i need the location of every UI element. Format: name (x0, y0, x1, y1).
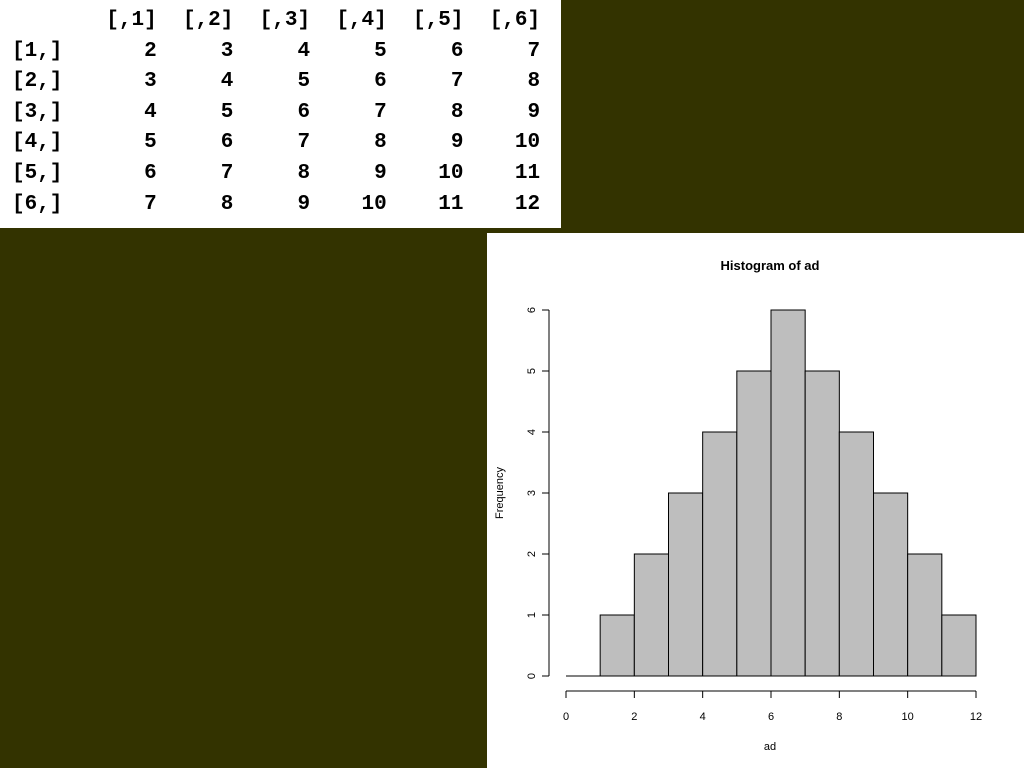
matrix-cell: 9 (450, 131, 464, 155)
matrix-row: [5,] 6 7 8 9 10 11 (12, 159, 540, 190)
matrix-cell: 5 (144, 131, 157, 155)
x-tick-label: 12 (970, 711, 982, 723)
y-tick-label: 1 (526, 612, 538, 618)
y-tick-label: 2 (526, 551, 538, 557)
histogram-bar (599, 614, 635, 677)
matrix-output-panel: [,1] [,2] [,3] [,4] [,5] [,6] [1,] 2 3 4 5 6 7… (0, 0, 561, 228)
matrix-cell: 4 (297, 39, 311, 63)
histogram-bar (668, 492, 704, 677)
matrix-cell: 11 (514, 161, 541, 185)
histogram-chart: Histogram of ad0 2 4 6 8 10 12ad0123456Frequen… (494, 258, 982, 753)
matrix-cell: 11 (438, 192, 464, 216)
matrix-row-header: [6,] (12, 192, 63, 216)
matrix-table: [,1] [,2] [,3] [,4] [,5] [,6] [1,] 2 3 4 5 6 7… (12, 6, 540, 220)
matrix-cell: 7 (144, 192, 157, 216)
matrix-col-header: [,5] (413, 9, 464, 32)
histogram-bar (873, 492, 909, 677)
matrix-row: [2,] 3 4 5 6 7 8 (12, 67, 540, 98)
histogram-bar (633, 553, 669, 677)
matrix-cell: 5 (297, 70, 311, 94)
matrix-cell: 10 (438, 161, 464, 185)
matrix-cell: 3 (220, 39, 234, 63)
histogram-bar (941, 614, 977, 677)
matrix-cell: 9 (297, 192, 311, 216)
matrix-cell: 9 (527, 100, 541, 124)
y-axis-label: Frequency (494, 467, 506, 519)
matrix-cell: 8 (220, 192, 234, 216)
matrix-cell: 8 (374, 131, 387, 155)
matrix-cell: 12 (514, 192, 541, 216)
matrix-cell: 8 (450, 100, 464, 124)
matrix-cell: 10 (514, 131, 541, 155)
x-tick-label: 2 (631, 711, 637, 723)
matrix-row-header: [3,] (12, 100, 63, 124)
matrix-cell: 4 (220, 70, 234, 94)
matrix-cell: 9 (374, 161, 387, 185)
matrix-row-header: [1,] (12, 39, 63, 63)
histogram-bar (804, 370, 840, 677)
histogram-bar (838, 431, 875, 677)
histogram-bar (736, 370, 772, 677)
matrix-row: [4,] 5 6 7 8 9 10 (12, 128, 540, 159)
matrix-row: [1,] 2 3 4 5 6 7 (12, 37, 540, 68)
matrix-cell: 4 (144, 100, 157, 124)
matrix-row: [3,] 4 5 6 7 8 9 (12, 98, 540, 129)
y-tick-label: 5 (526, 368, 538, 374)
chart-title: Histogram of ad (721, 258, 820, 273)
matrix-col-header: [,3] (259, 9, 311, 32)
matrix-corner (12, 6, 80, 37)
histogram-bar (702, 431, 738, 677)
matrix-cell: 10 (361, 192, 387, 216)
matrix-row: [6,] 7 8 9 10 11 12 (12, 190, 540, 221)
matrix-col-header: [,2] (182, 9, 234, 32)
y-tick-label: 0 (526, 673, 538, 679)
y-tick-label: 6 (526, 307, 538, 313)
matrix-cell: 8 (527, 70, 541, 94)
matrix-cell: 3 (144, 70, 157, 94)
x-tick-label: 8 (836, 711, 842, 723)
matrix-cell: 5 (220, 100, 234, 124)
matrix-cell: 7 (297, 131, 311, 155)
matrix-row-header: [4,] (12, 131, 63, 155)
y-tick-label: 3 (526, 490, 538, 496)
matrix-header-row: [,1] [,2] [,3] [,4] [,5] [,6] (12, 6, 540, 37)
matrix-cell: 6 (450, 39, 464, 63)
matrix-cell: 6 (220, 131, 234, 155)
matrix-row-header: [5,] (12, 161, 63, 185)
matrix-cell: 7 (374, 100, 387, 124)
matrix-cell: 7 (527, 39, 541, 63)
matrix-cell: 6 (144, 161, 157, 185)
matrix-cell: 8 (297, 161, 311, 185)
matrix-cell: 6 (297, 100, 311, 124)
x-tick-label: 6 (768, 711, 774, 723)
matrix-col-header: [,4] (336, 9, 387, 32)
x-tick-label: 10 (902, 711, 914, 723)
x-axis-label: ad (764, 741, 776, 753)
histogram-bar (907, 553, 943, 677)
matrix-col-header: [,6] (489, 9, 541, 32)
matrix-cell: 2 (144, 39, 157, 63)
histogram-bar (770, 309, 806, 677)
x-tick-label: 0 (563, 711, 569, 723)
matrix-cell: 7 (450, 70, 464, 94)
matrix-cell: 6 (374, 70, 387, 94)
x-tick-label: 4 (700, 711, 706, 723)
histogram-plot-panel: Histogram of ad 0 2 4 6 8 10 12 ad 0 1 2 3 4 5 6 Frequen… (487, 233, 1024, 768)
matrix-col-header: [,1] (106, 9, 157, 32)
matrix-row-header: [2,] (12, 70, 63, 94)
matrix-cell: 7 (220, 161, 234, 185)
y-tick-label: 4 (526, 429, 538, 435)
matrix-cell: 5 (374, 39, 387, 63)
